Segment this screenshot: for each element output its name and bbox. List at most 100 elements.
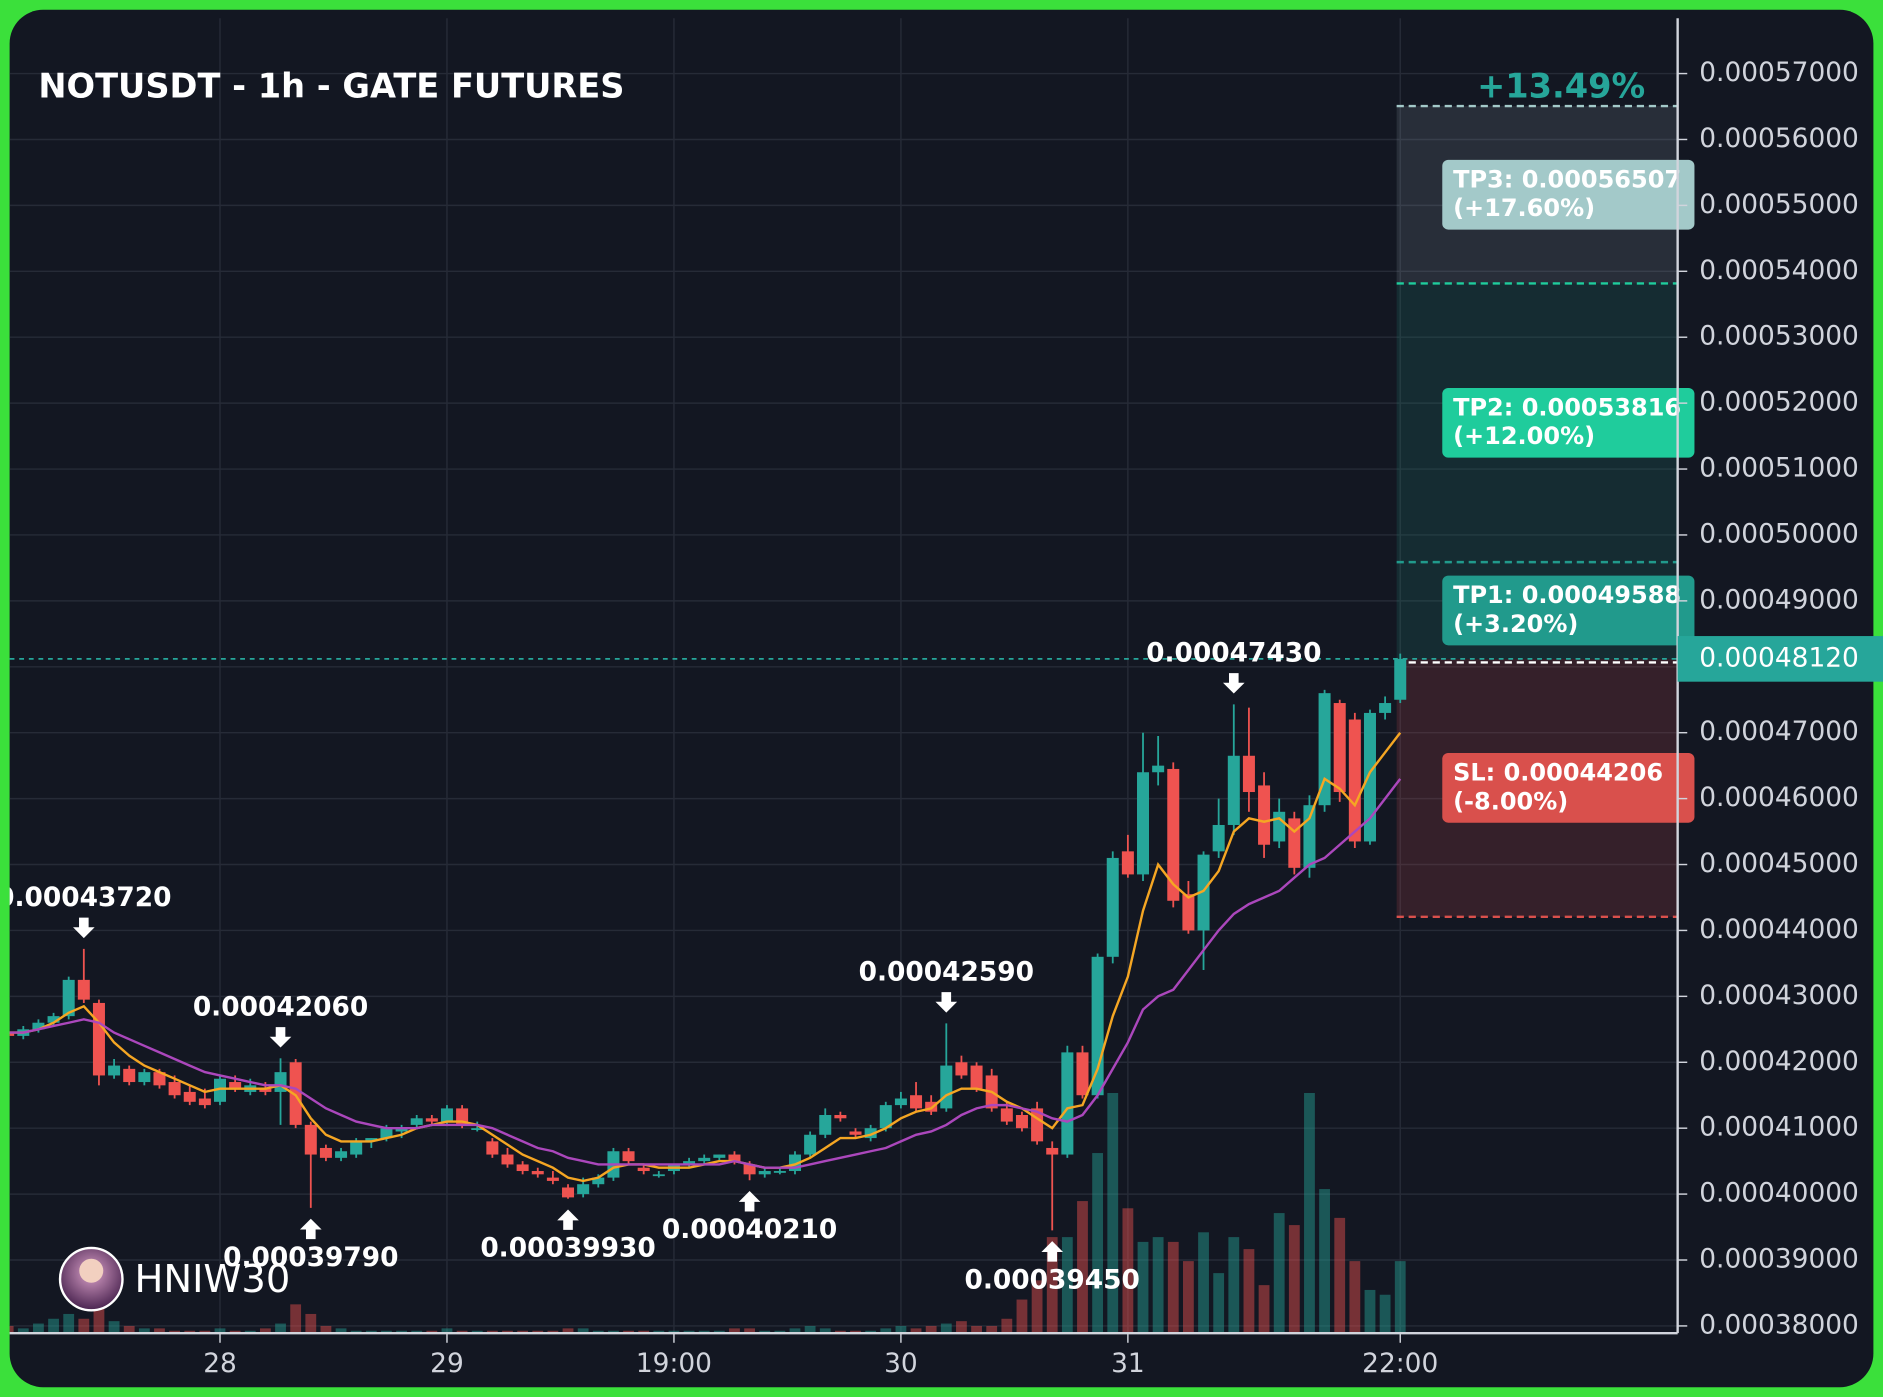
candle-body — [229, 1082, 242, 1089]
y-tick-label: 0.00056000 — [1699, 123, 1859, 154]
target-change: (+12.00%) — [1453, 422, 1595, 450]
candle-body — [849, 1131, 862, 1135]
candle-body — [1333, 703, 1346, 793]
x-tick-label: 31 — [1111, 1348, 1145, 1379]
position-zone: TP3: 0.00056507(+17.60%)TP2: 0.00053816(… — [9, 104, 1695, 919]
candle-body — [910, 1095, 923, 1109]
background — [9, 9, 1874, 1388]
y-tick-label: 0.00040000 — [1699, 1178, 1859, 1209]
volume-bar — [138, 1328, 150, 1334]
candle-body — [1318, 693, 1331, 806]
candle-body — [289, 1062, 302, 1125]
y-tick-label: 0.00038000 — [1699, 1309, 1859, 1340]
change-label: +13.49% — [1477, 66, 1645, 105]
volume-bar — [1228, 1237, 1240, 1334]
y-tick-label: 0.00041000 — [1699, 1112, 1859, 1143]
target-change: (+17.60%) — [1453, 194, 1595, 222]
candle-body — [183, 1091, 196, 1102]
volume-bar — [63, 1313, 75, 1334]
candle-body — [153, 1072, 166, 1086]
y-tick-label: 0.00051000 — [1699, 453, 1859, 484]
target-label: TP3: 0.00056507 — [1453, 165, 1681, 193]
y-tick-label: 0.00055000 — [1699, 189, 1859, 220]
y-tick-label: 0.00046000 — [1699, 782, 1859, 813]
candle-body — [864, 1128, 877, 1139]
volume-bar — [1152, 1237, 1164, 1334]
candle-body — [955, 1062, 968, 1076]
marker-arrow — [935, 992, 958, 1013]
moving-average — [9, 778, 1402, 1169]
volume-bar — [1061, 1237, 1073, 1334]
volume-bar — [48, 1318, 59, 1334]
volume-bar — [154, 1328, 165, 1334]
volume-bar — [956, 1321, 967, 1334]
candle-body — [9, 1032, 15, 1036]
volume-bar — [819, 1328, 831, 1334]
candle-body — [350, 1141, 363, 1155]
volume-bar — [804, 1325, 816, 1334]
candle-body — [501, 1154, 514, 1165]
candle-body — [804, 1134, 817, 1155]
volume-bar — [1213, 1273, 1225, 1334]
volume-bar — [1349, 1261, 1361, 1334]
volume-bar — [1092, 1153, 1104, 1334]
volume-bar — [895, 1325, 907, 1334]
candle-body — [1076, 1052, 1089, 1096]
volume-bar — [971, 1325, 982, 1334]
candle-body — [319, 1147, 332, 1158]
y-tick-label: 0.00042000 — [1699, 1046, 1859, 1077]
y-tick-label: 0.00039000 — [1699, 1244, 1859, 1275]
candle-body — [380, 1128, 393, 1139]
candle-body — [728, 1154, 741, 1162]
volume-bar — [9, 1325, 14, 1334]
candle-body — [531, 1171, 544, 1175]
candle-body — [1242, 755, 1255, 793]
candle-body — [1121, 851, 1134, 875]
axes: 0.00038000 0.00039000 0.00040000 0.00041000… — [9, 18, 1883, 1379]
x-tick-label: 19:00 — [636, 1348, 712, 1379]
last-price-label: 0.00048120 — [1699, 642, 1859, 673]
target-label: SL: 0.00044206 — [1453, 758, 1663, 786]
volume-bar — [1016, 1299, 1028, 1334]
plot: 0.00043720 0.00042060 0.00042590 0.00047430… — [9, 637, 1407, 1295]
candle-body — [1182, 894, 1195, 931]
candle-body — [1000, 1108, 1013, 1122]
low-label: 0.00039450 — [965, 1264, 1140, 1295]
volume-bar — [1122, 1208, 1134, 1334]
candle-body — [894, 1098, 907, 1106]
candle-body — [970, 1065, 983, 1089]
y-tick-label: 0.00052000 — [1699, 387, 1859, 418]
candle-body — [1303, 805, 1316, 868]
candle-body — [395, 1128, 408, 1132]
candle-body — [108, 1065, 121, 1076]
last-price-box — [1677, 636, 1883, 682]
volume-bar — [335, 1328, 347, 1334]
marker-arrow — [269, 1027, 292, 1048]
candle-body — [1288, 818, 1301, 868]
volume-bar — [729, 1328, 740, 1334]
candle-body — [1091, 956, 1104, 1096]
candle-body — [1212, 824, 1225, 852]
candle-body — [1197, 854, 1210, 931]
candle-body — [546, 1177, 559, 1181]
volume-bar — [744, 1328, 756, 1334]
volume-bar — [789, 1328, 801, 1334]
marker-arrow — [1041, 1241, 1064, 1262]
volume-bar — [33, 1323, 44, 1334]
candle-body — [440, 1108, 453, 1122]
volume-bar — [1137, 1241, 1149, 1334]
volume-bar — [441, 1328, 453, 1334]
low-label: 0.00039790 — [223, 1242, 398, 1273]
candle-body — [1394, 658, 1407, 700]
candle-body — [713, 1154, 726, 1158]
candle-body — [259, 1088, 272, 1092]
candle-body — [592, 1177, 605, 1185]
chart-title: NOTUSDT - 1h - GATE FUTURES — [38, 66, 624, 105]
volume-bar — [1001, 1318, 1013, 1334]
volume-bar — [290, 1304, 302, 1334]
volume-bar — [108, 1321, 120, 1334]
candle-body — [32, 1022, 45, 1030]
volume-bar — [910, 1328, 922, 1334]
volume-bar — [1167, 1241, 1179, 1334]
candle-body — [77, 979, 90, 1000]
